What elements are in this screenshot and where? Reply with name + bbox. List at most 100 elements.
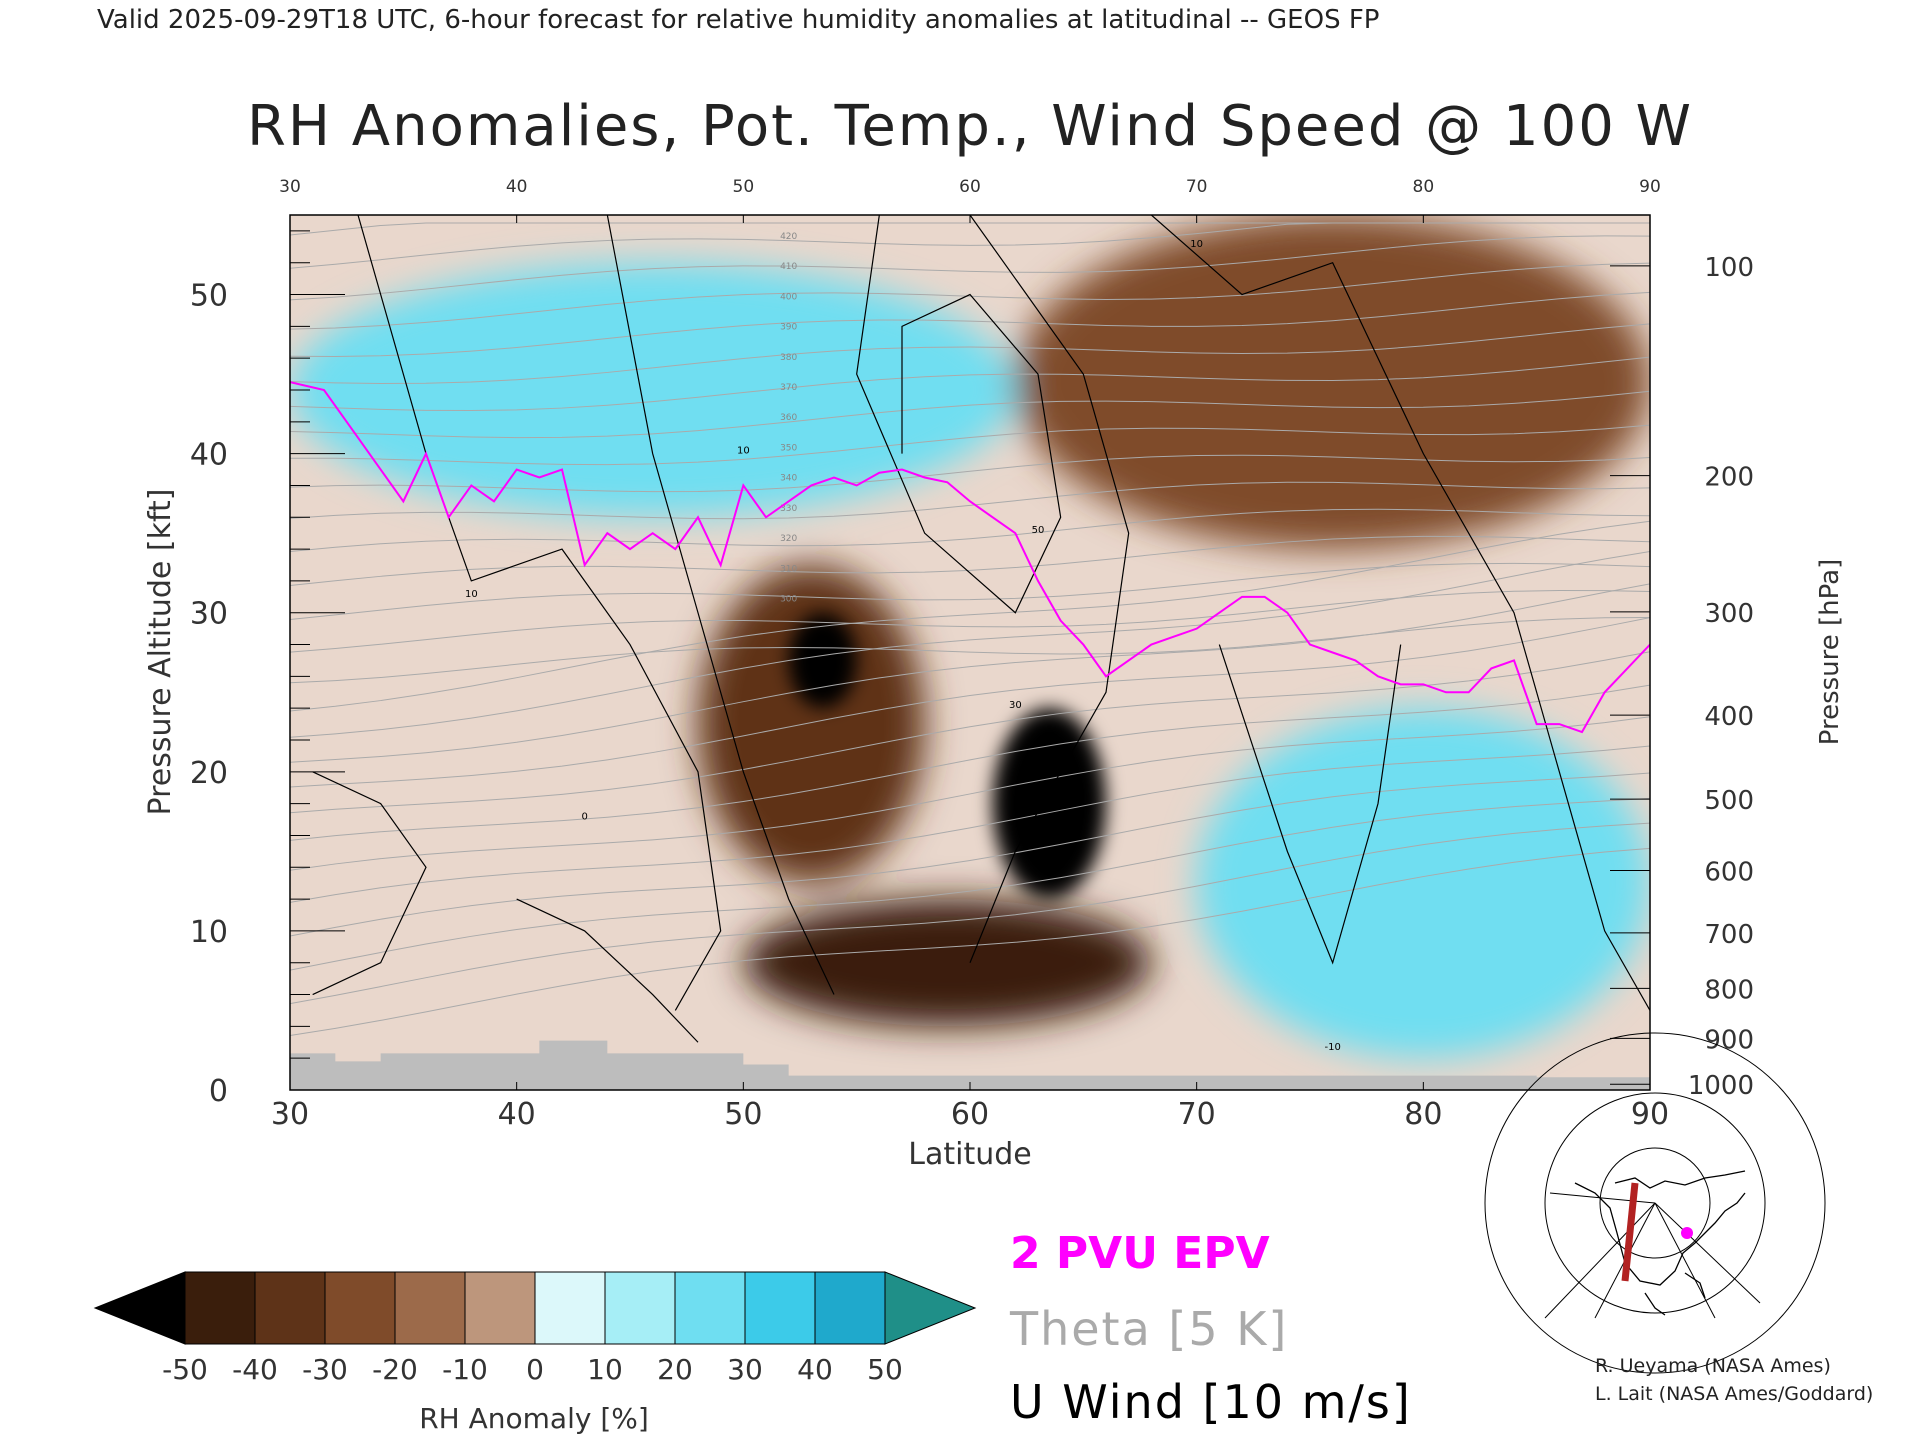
inset-map-marker (1681, 1227, 1693, 1239)
top-tick-label: 40 (506, 177, 528, 197)
left-tick-label: 50 (190, 279, 228, 314)
valid-time-line: Valid 2025-09-29T18 UTC, 6-hour forecast… (97, 5, 1379, 35)
theta-contour-13 (290, 589, 1650, 653)
colorbar-label: RH Anomaly [%] (419, 1402, 649, 1435)
theta-contour-label: 310 (780, 564, 797, 574)
x-axis-label: Latitude (908, 1137, 1031, 1172)
theta-contour-label: 350 (780, 443, 797, 453)
rh-feature-6 (1196, 708, 1650, 1059)
right-tick-label: 300 (1704, 599, 1754, 629)
wind-contour-label: 10 (465, 589, 478, 600)
x-tick-label: 50 (724, 1097, 762, 1132)
colorbar-box (184, 1271, 256, 1345)
wind-contour-label: 30 (1009, 700, 1022, 711)
legend-u-wind: U Wind [10 m/s] (1010, 1375, 1412, 1429)
wind-contour-label: 10 (737, 446, 750, 457)
theta-contour-0 (290, 847, 1650, 1037)
theta-contour-25 (290, 235, 1650, 301)
colorbar-box (324, 1271, 396, 1345)
colorbar-level-label: 0 (526, 1353, 544, 1386)
credit-line-1: R. Ueyama (NASA Ames) (1595, 1355, 1831, 1377)
theta-contour-label: 300 (780, 595, 797, 605)
wind-contour-4 (1150, 215, 1650, 1011)
left-tick-label: 40 (190, 438, 228, 473)
right-tick-label: 100 (1704, 253, 1754, 283)
theta-contour-label: 330 (780, 504, 797, 514)
right-tick-label: 600 (1704, 858, 1754, 888)
theta-contour-7 (290, 651, 1650, 814)
wind-contour-1 (606, 215, 835, 995)
chart-title: RH Anomalies, Pot. Temp., Wind Speed @ 1… (247, 94, 1693, 159)
legend-theta: Theta [5 K] (1009, 1302, 1288, 1356)
right-y-axis-label: Pressure [hPa] (1815, 559, 1845, 746)
colorbar-box (254, 1271, 326, 1345)
theta-contour-24 (290, 262, 1650, 330)
colorbar-box (604, 1271, 676, 1345)
top-tick-label: 30 (279, 177, 301, 197)
x-tick-label: 30 (271, 1097, 309, 1132)
theta-contour-label: 390 (780, 323, 797, 333)
inset-map (1484, 1032, 1826, 1374)
inset-map-circle-outer (1484, 1032, 1826, 1374)
right-tick-label: 500 (1704, 786, 1754, 816)
wind-contours: 10 10 30 50 10 0 -10 (312, 215, 1650, 1053)
right-tick-label: 1000 (1688, 1071, 1754, 1101)
x-tick-label: 70 (1178, 1097, 1216, 1132)
colorbar-box (744, 1271, 816, 1345)
inset-map-circle-inner (1599, 1147, 1711, 1259)
x-tick-label: 40 (498, 1097, 536, 1132)
colorbar-level-label: -50 (162, 1353, 208, 1386)
colorbar-level-label: -20 (372, 1353, 418, 1386)
colorbar-level-label: -30 (302, 1353, 348, 1386)
theta-contour-label: 340 (780, 474, 797, 484)
top-tick-label: 60 (959, 177, 981, 197)
colorbar-level-label: 30 (727, 1353, 763, 1386)
top-tick-label: 50 (733, 177, 755, 197)
wind-contour-label: 50 (1032, 525, 1045, 536)
colorbar-level-label: 50 (867, 1353, 903, 1386)
colorbar: -50 -40 -30 -20 -10 0 10 20 30 40 50 (93, 1271, 977, 1386)
top-tick-label: 80 (1413, 177, 1435, 197)
colorbar-level-label: -40 (232, 1353, 278, 1386)
rh-feature-0 (698, 565, 925, 884)
theta-contour-label: 410 (780, 262, 797, 272)
wind-contour-3 (969, 215, 1130, 963)
theta-contour-3 (290, 772, 1650, 937)
right-tick-label: 200 (1704, 463, 1754, 493)
plot-area: 420410400390380370360350340330320310300 … (290, 215, 1650, 1090)
theta-contour-5 (290, 716, 1650, 871)
wind-contour-6 (312, 771, 427, 996)
theta-contour-label: 380 (780, 353, 797, 363)
colorbar-level-label: -10 (442, 1353, 488, 1386)
wind-contour-label: 10 (1190, 239, 1203, 250)
wind-contour-label: 0 (581, 812, 587, 823)
theta-contour-1 (290, 822, 1650, 1005)
theta-contour-label: 370 (780, 383, 797, 393)
theta-contour-21 (290, 356, 1650, 412)
inset-map-coastline (1574, 1170, 1746, 1316)
theta-contour-17 (290, 481, 1650, 520)
wind-contour-7 (516, 898, 699, 1043)
surface-topography (290, 1040, 1650, 1090)
wind-contour-5 (1218, 644, 1402, 965)
theta-contour-18 (290, 454, 1650, 493)
left-tick-label: 0 (209, 1074, 228, 1109)
tropopause-2pvu-line (290, 381, 1650, 734)
theta-contour-15 (290, 535, 1650, 587)
wind-contour-2 (856, 215, 1062, 614)
theta-contour-12 (290, 616, 1650, 684)
theta-contour-2 (290, 797, 1650, 971)
colorbar-over-arrow (884, 1271, 977, 1345)
x-tick-label: 80 (1404, 1097, 1442, 1132)
theta-contour-label: 360 (780, 413, 797, 423)
theta-contour-22 (290, 323, 1650, 384)
theta-contour-9 (290, 583, 1650, 763)
theta-contour-label: 420 (780, 232, 797, 242)
theta-contour-14 (290, 562, 1650, 620)
rh-feature-4 (1015, 215, 1650, 550)
left-tick-label: 20 (190, 756, 228, 791)
rh-feature-5 (290, 262, 1016, 518)
inset-map-circle-mid (1544, 1092, 1766, 1314)
theta-contour-8 (290, 617, 1650, 788)
